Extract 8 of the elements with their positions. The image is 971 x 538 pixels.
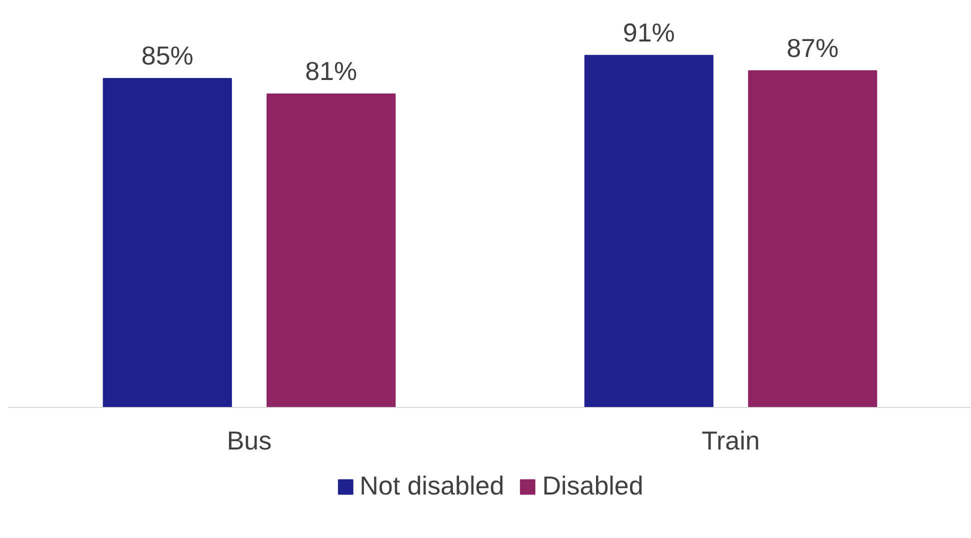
data-label: 87% <box>786 32 839 63</box>
legend-label: Not disabled <box>360 470 504 502</box>
data-label: 91% <box>622 17 675 48</box>
data-label: 85% <box>141 40 194 71</box>
legend-label: Disabled <box>542 470 644 502</box>
x-tick-label: Bus <box>226 426 272 456</box>
x-tick-label: Train <box>702 426 760 456</box>
data-label: 81% <box>305 56 358 86</box>
